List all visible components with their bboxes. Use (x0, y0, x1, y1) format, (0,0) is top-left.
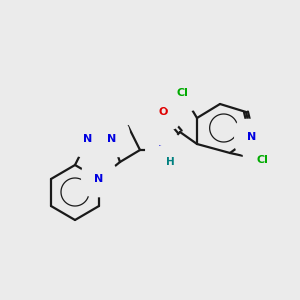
Text: N: N (83, 134, 93, 144)
Text: N: N (94, 174, 103, 184)
Text: N: N (158, 145, 168, 155)
Text: H: H (166, 157, 174, 167)
Text: Cl: Cl (256, 155, 268, 165)
Text: N: N (248, 132, 256, 142)
Text: Cl: Cl (176, 88, 188, 98)
Text: O: O (158, 107, 168, 117)
Text: N: N (107, 134, 117, 144)
